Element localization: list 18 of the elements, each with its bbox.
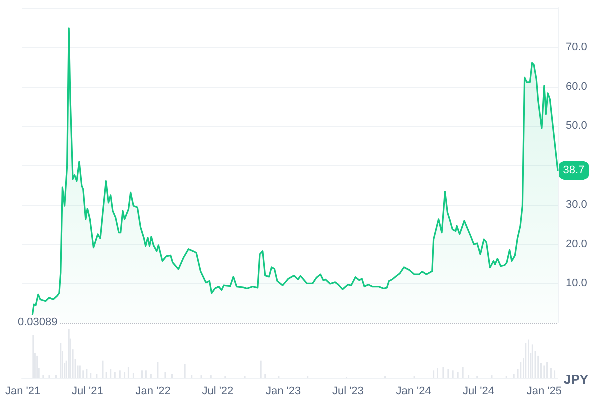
y-axis-title: JPY bbox=[564, 372, 589, 387]
x-tick-label: Jul '22 bbox=[202, 386, 234, 398]
x-tick-label: Jan '23 bbox=[266, 386, 302, 398]
x-tick-label: Jan '24 bbox=[396, 386, 432, 398]
x-tick-label: Jan '25 bbox=[526, 386, 562, 398]
y-tick-label: 20.0 bbox=[566, 238, 588, 250]
y-tick-label: 50.0 bbox=[566, 120, 588, 132]
y-tick-label: 70.0 bbox=[566, 41, 588, 54]
x-tick-label: Jul '24 bbox=[463, 386, 495, 398]
x-tick-label: Jan '21 bbox=[6, 386, 41, 398]
ref-line-label: 0.03089 bbox=[18, 316, 58, 328]
y-tick-label: 10.0 bbox=[566, 278, 588, 290]
y-tick-label: 30.0 bbox=[566, 198, 588, 211]
x-tick-label: Jul '21 bbox=[72, 386, 104, 398]
x-tick-label: Jan '22 bbox=[136, 386, 171, 398]
x-tick-label: Jul '23 bbox=[332, 386, 364, 398]
annotation: 38.7 bbox=[563, 164, 585, 177]
y-tick-label: 60.0 bbox=[566, 80, 588, 93]
